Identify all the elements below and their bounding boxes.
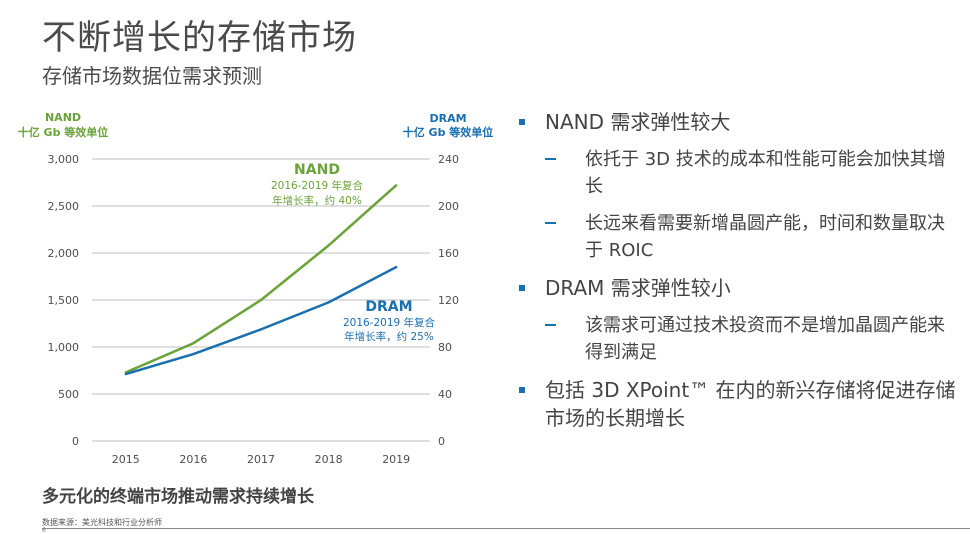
nand-annotation-name: NAND [294,162,340,178]
bullet-item: NAND 需求弹性较大 [515,108,960,136]
series-point-dram [259,328,263,331]
x-tick-label: 2016 [179,453,207,466]
dash-bullet-icon [545,158,556,160]
series-point-dram [395,265,398,269]
right-tick-label: 160 [438,247,459,260]
right-axis-unit: 十亿 Gb 等效单位 [403,125,494,139]
nand-annotation-line2: 年增长率，约 40% [272,194,362,207]
dash-bullet-icon [545,222,556,224]
left-tick-label: 2,000 [48,247,80,260]
bullet-text: DRAM 需求弹性较小 [545,276,731,300]
nand-annotation-line1: 2016-2019 年复合 [271,179,364,192]
right-tick-label: 40 [438,388,452,401]
left-axis-title: NAND [45,111,81,124]
source-note: 数据来源：美光科技和行业分析师 [42,518,162,527]
series-point-dram [124,372,128,376]
left-tick-label: 3,000 [48,153,80,166]
bullet-text: NAND 需求弹性较大 [545,110,731,134]
x-tick-label: 2015 [112,453,140,466]
right-tick-label: 80 [438,341,452,354]
dram-annotation-name: DRAM [365,299,412,315]
page-number: 6 [42,527,46,534]
series-point-dram [327,301,330,304]
bullet-item: DRAM 需求弹性较小 [515,274,960,302]
dram-annotation-line2: 年增长率，约 25% [344,330,434,343]
series-point-nand [327,244,330,247]
bullet-text: 包括 3D XPoint™ 在内的新兴存储将促进存储市场的长期增长 [545,378,956,430]
right-tick-label: 120 [438,294,459,307]
right-axis-title: DRAM [429,112,466,125]
series-line-nand [125,184,398,374]
footer-divider [42,528,970,529]
left-axis-unit: 十亿 Gb 等效单位 [18,125,109,139]
line-chart: 3,000 2,500 2,000 1,500 1,000 500 0 240 200 160 12… [18,111,494,466]
x-tick-label: 2017 [247,453,275,466]
square-bullet-icon [519,285,525,291]
x-tick-label: 2018 [315,453,343,466]
right-tick-label: 0 [438,435,445,448]
left-tick-label: 1,000 [48,341,80,354]
chart-caption: 多元化的终端市场推动需求持续增长 [42,487,314,507]
left-tick-label: 1,500 [48,294,80,307]
sub-bullet-item: 依托于 3D 技术的成本和性能可能会加快其增长 [515,146,960,200]
square-bullet-icon [519,119,525,125]
square-bullet-icon [519,387,525,393]
left-tick-label: 500 [58,388,79,401]
bullet-text: 该需求可通过技术投资而不是增加晶圆产能来得到满足 [585,315,945,363]
left-tick-label: 0 [72,435,79,448]
series-point-nand [192,342,195,345]
left-tick-label: 2,500 [48,200,80,213]
series-point-nand [259,298,263,302]
series-point-dram [192,352,195,356]
dash-bullet-icon [545,324,556,326]
dram-annotation-line1: 2016-2019 年复合 [343,316,436,329]
series-point-nand [395,184,398,187]
x-tick-label: 2019 [382,453,410,466]
bullet-text: 长远来看需要新增晶圆产能，时间和数量取决于 ROIC [585,213,945,261]
right-tick-label: 240 [438,153,459,166]
sub-bullet-item: 长远来看需要新增晶圆产能，时间和数量取决于 ROIC [515,210,960,264]
bullet-text: 依托于 3D 技术的成本和性能可能会加快其增长 [585,149,946,197]
bullet-item: 包括 3D XPoint™ 在内的新兴存储将促进存储市场的长期增长 [515,376,960,432]
right-tick-label: 200 [438,200,459,213]
page-title: 不断增长的存储市场 [42,18,357,58]
bullet-list: NAND 需求弹性较大 依托于 3D 技术的成本和性能可能会加快其增长 长远来看… [515,108,960,442]
page-subtitle: 存储市场数据位需求预测 [42,64,262,88]
sub-bullet-item: 该需求可通过技术投资而不是增加晶圆产能来得到满足 [515,312,960,366]
